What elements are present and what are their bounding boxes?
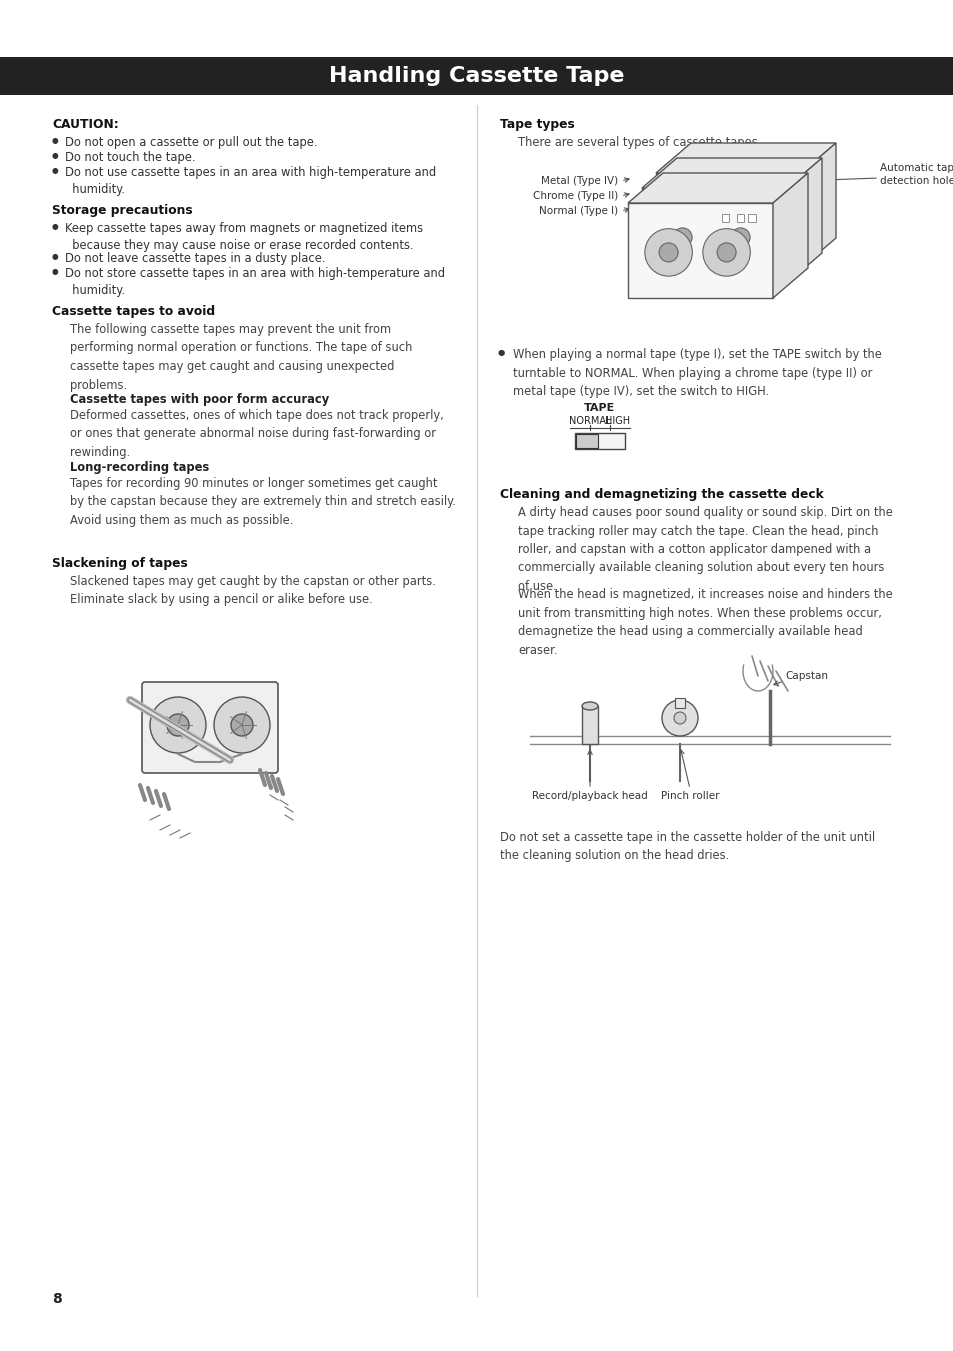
FancyBboxPatch shape xyxy=(142,682,277,773)
Polygon shape xyxy=(641,158,821,188)
Text: Long-recording tapes: Long-recording tapes xyxy=(70,461,209,474)
Bar xyxy=(656,173,801,267)
Polygon shape xyxy=(801,143,835,267)
Bar xyxy=(675,698,684,708)
Text: Chrome (Type II): Chrome (Type II) xyxy=(532,190,618,201)
Circle shape xyxy=(659,213,705,261)
Circle shape xyxy=(644,228,692,276)
Text: Tape types: Tape types xyxy=(499,118,574,131)
Bar xyxy=(581,707,598,744)
Text: Normal (Type I): Normal (Type I) xyxy=(538,205,618,216)
Bar xyxy=(776,184,782,192)
Bar xyxy=(761,200,769,207)
Circle shape xyxy=(213,697,270,753)
Circle shape xyxy=(716,213,763,261)
Circle shape xyxy=(717,243,736,262)
Text: Tapes for recording 90 minutes or longer sometimes get caught
by the capstan bec: Tapes for recording 90 minutes or longer… xyxy=(70,477,456,527)
Bar xyxy=(750,200,758,207)
Text: When the head is magnetized, it increases noise and hinders the
unit from transm: When the head is magnetized, it increase… xyxy=(517,588,892,657)
Circle shape xyxy=(661,700,698,736)
Text: Capstan: Capstan xyxy=(784,671,827,681)
Text: TAPE: TAPE xyxy=(584,403,615,413)
Text: Slackening of tapes: Slackening of tapes xyxy=(52,557,188,570)
Text: Do not set a cassette tape in the cassette holder of the unit until
the cleaning: Do not set a cassette tape in the casset… xyxy=(499,831,874,862)
Bar xyxy=(736,215,743,222)
Bar xyxy=(749,184,757,192)
Bar xyxy=(641,188,786,282)
Text: HIGH: HIGH xyxy=(605,416,630,426)
Text: ●: ● xyxy=(52,267,58,276)
Text: Do not use cassette tapes in an area with high-temperature and
  humidity.: Do not use cassette tapes in an area wit… xyxy=(65,166,436,196)
Text: 8: 8 xyxy=(52,1292,62,1306)
Text: There are several types of cassette tapes.: There are several types of cassette tape… xyxy=(517,136,760,149)
Circle shape xyxy=(672,199,720,246)
Bar xyxy=(721,215,729,222)
Circle shape xyxy=(231,713,253,736)
Bar xyxy=(627,203,772,299)
Text: Deformed cassettes, ones of which tape does not track properly,
or ones that gen: Deformed cassettes, ones of which tape d… xyxy=(70,409,443,459)
Text: Cassette tapes to avoid: Cassette tapes to avoid xyxy=(52,305,214,317)
Text: ●: ● xyxy=(52,253,58,261)
Text: ●: ● xyxy=(52,222,58,231)
Text: A dirty head causes poor sound quality or sound skip. Dirt on the
tape tracking : A dirty head causes poor sound quality o… xyxy=(517,507,892,593)
Circle shape xyxy=(673,712,685,724)
Polygon shape xyxy=(627,173,807,203)
Polygon shape xyxy=(772,173,807,299)
Text: Metal (Type IV): Metal (Type IV) xyxy=(540,176,618,186)
Text: Record/playback head: Record/playback head xyxy=(532,790,647,801)
Text: Slackened tapes may get caught by the capstan or other parts.
Eliminate slack by: Slackened tapes may get caught by the ca… xyxy=(70,576,436,607)
Bar xyxy=(0,57,953,95)
Circle shape xyxy=(167,713,189,736)
Circle shape xyxy=(744,213,763,232)
Circle shape xyxy=(673,228,691,247)
Text: ●: ● xyxy=(52,151,58,159)
Text: Keep cassette tapes away from magnets or magnetized items
  because they may cau: Keep cassette tapes away from magnets or… xyxy=(65,222,423,253)
Text: NORMAL: NORMAL xyxy=(568,416,611,426)
Text: CAUTION:: CAUTION: xyxy=(52,118,118,131)
Text: Do not touch the tape.: Do not touch the tape. xyxy=(65,151,195,163)
Bar xyxy=(736,200,742,207)
Bar xyxy=(575,434,624,449)
Polygon shape xyxy=(786,158,821,282)
Circle shape xyxy=(659,243,678,262)
Text: When playing a normal tape (type I), set the TAPE switch by the
turntable to NOR: When playing a normal tape (type I), set… xyxy=(513,349,881,399)
Text: Do not open a cassette or pull out the tape.: Do not open a cassette or pull out the t… xyxy=(65,136,317,149)
Text: Cassette tapes with poor form accuracy: Cassette tapes with poor form accuracy xyxy=(70,393,329,407)
Text: Pinch roller: Pinch roller xyxy=(660,790,719,801)
Bar xyxy=(764,184,771,192)
Text: The following cassette tapes may prevent the unit from
performing normal operati: The following cassette tapes may prevent… xyxy=(70,323,412,392)
Text: Do not store cassette tapes in an area with high-temperature and
  humidity.: Do not store cassette tapes in an area w… xyxy=(65,267,444,297)
Text: ●: ● xyxy=(52,166,58,176)
Circle shape xyxy=(730,199,778,246)
Ellipse shape xyxy=(581,703,598,711)
Text: Do not leave cassette tapes in a dusty place.: Do not leave cassette tapes in a dusty p… xyxy=(65,253,325,265)
Bar xyxy=(747,215,755,222)
Circle shape xyxy=(730,228,749,247)
Circle shape xyxy=(150,697,206,753)
Text: Storage precautions: Storage precautions xyxy=(52,204,193,218)
Text: ●: ● xyxy=(497,349,505,357)
Circle shape xyxy=(702,228,750,276)
Polygon shape xyxy=(656,143,835,173)
Text: ●: ● xyxy=(52,136,58,145)
Circle shape xyxy=(686,213,705,232)
Bar xyxy=(576,434,598,449)
Text: Automatic tape type
detection holes: Automatic tape type detection holes xyxy=(879,163,953,186)
Text: Cleaning and demagnetizing the cassette deck: Cleaning and demagnetizing the cassette … xyxy=(499,488,822,501)
Text: Handling Cassette Tape: Handling Cassette Tape xyxy=(329,66,624,86)
